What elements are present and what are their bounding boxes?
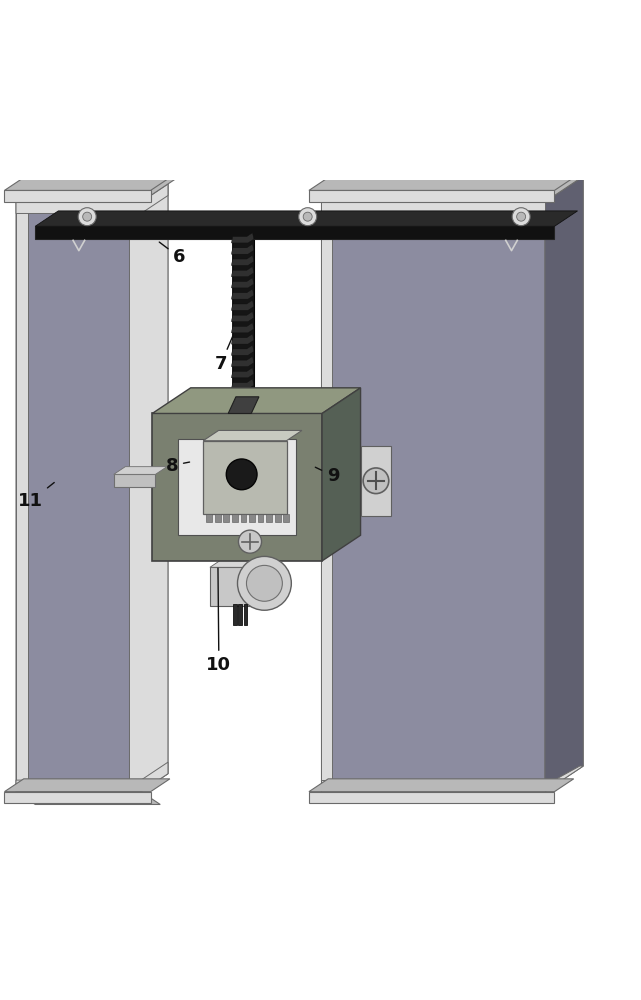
Polygon shape (231, 390, 254, 400)
Polygon shape (309, 779, 574, 792)
Polygon shape (231, 311, 254, 322)
Polygon shape (275, 514, 281, 522)
Circle shape (512, 208, 530, 226)
Text: 9: 9 (315, 467, 340, 485)
Circle shape (246, 565, 282, 601)
Polygon shape (231, 368, 254, 378)
Polygon shape (35, 211, 578, 226)
Polygon shape (249, 514, 255, 522)
Polygon shape (231, 401, 254, 412)
Polygon shape (231, 356, 254, 367)
Text: 8: 8 (165, 457, 190, 475)
Polygon shape (129, 184, 168, 792)
Polygon shape (215, 514, 221, 522)
Circle shape (238, 530, 262, 553)
Circle shape (517, 212, 526, 221)
Polygon shape (309, 165, 593, 190)
Polygon shape (153, 413, 322, 561)
Polygon shape (309, 190, 554, 202)
Circle shape (303, 212, 312, 221)
Polygon shape (533, 766, 583, 792)
Polygon shape (16, 184, 168, 792)
Polygon shape (203, 441, 287, 514)
Polygon shape (320, 780, 545, 792)
Circle shape (83, 212, 92, 221)
Polygon shape (231, 266, 254, 277)
Text: 11: 11 (18, 482, 54, 510)
Polygon shape (16, 176, 179, 202)
Polygon shape (320, 202, 545, 792)
Polygon shape (231, 289, 254, 299)
Polygon shape (16, 762, 168, 792)
Polygon shape (231, 412, 254, 423)
Polygon shape (233, 234, 254, 439)
Polygon shape (114, 474, 155, 487)
Polygon shape (114, 467, 167, 474)
Polygon shape (203, 430, 302, 441)
Polygon shape (266, 514, 272, 522)
Polygon shape (258, 514, 263, 522)
Polygon shape (224, 514, 229, 522)
Polygon shape (231, 424, 254, 434)
Polygon shape (16, 184, 168, 213)
Polygon shape (231, 345, 254, 355)
Polygon shape (320, 202, 332, 792)
Polygon shape (231, 233, 254, 243)
Text: 7: 7 (215, 336, 233, 373)
Polygon shape (322, 388, 360, 561)
Polygon shape (35, 226, 554, 239)
Polygon shape (206, 514, 212, 522)
Bar (238, 604, 242, 625)
Polygon shape (231, 300, 254, 310)
Polygon shape (228, 397, 259, 413)
Bar (244, 604, 247, 625)
Circle shape (363, 468, 388, 494)
Polygon shape (4, 190, 151, 202)
Circle shape (237, 556, 291, 610)
Polygon shape (231, 379, 254, 389)
Polygon shape (178, 439, 296, 535)
Polygon shape (309, 792, 554, 803)
Polygon shape (231, 278, 254, 288)
Polygon shape (545, 176, 583, 792)
Polygon shape (320, 176, 583, 202)
Polygon shape (283, 514, 289, 522)
Polygon shape (231, 323, 254, 333)
Polygon shape (231, 334, 254, 344)
Polygon shape (153, 388, 360, 413)
Polygon shape (4, 792, 151, 803)
Circle shape (226, 459, 257, 490)
Circle shape (78, 208, 96, 226)
Polygon shape (232, 514, 238, 522)
Polygon shape (16, 792, 160, 804)
Polygon shape (16, 202, 28, 792)
Polygon shape (4, 779, 170, 792)
Polygon shape (360, 446, 391, 516)
Text: 10: 10 (206, 568, 231, 674)
Polygon shape (320, 202, 545, 213)
Text: 6: 6 (159, 242, 186, 266)
Bar (233, 604, 237, 625)
Polygon shape (231, 244, 254, 254)
Circle shape (299, 208, 317, 226)
Polygon shape (210, 558, 265, 567)
Polygon shape (4, 165, 189, 190)
Polygon shape (240, 514, 246, 522)
Polygon shape (210, 567, 251, 606)
Polygon shape (231, 255, 254, 265)
